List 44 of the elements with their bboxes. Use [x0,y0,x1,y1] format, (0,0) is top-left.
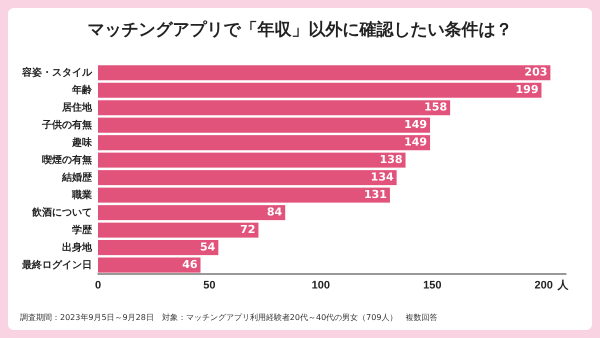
text: 調査期間：2023年9月5日～9月28日 対象：マッチングアプリ利用経験者20代～40代の男女（709人） 複数回答 [20,312,438,323]
x-axis-title: 人 [556,278,570,292]
y-tick-label: 居住地 [61,101,93,114]
data-label: 199 [516,83,538,96]
y-tick-label: 趣味 [71,136,93,148]
bar [98,240,218,256]
data-label: 149 [404,118,428,132]
x-tick-label: 50 [203,279,216,292]
chart-title: マッチングアプリで「年収」以外に確認したい条件は？ [86,19,514,41]
bar [98,205,286,220]
bar [98,222,258,238]
bar [98,258,201,273]
bar [98,188,390,203]
y-tick-label: 出身地 [62,241,93,254]
bar [98,170,397,186]
y-tick-label: 年齢 [71,84,93,96]
y-tick-label: 職業 [71,188,92,201]
bar [98,82,542,98]
data-label: 84 [266,205,283,218]
y-tick-label: 子供の有無 [41,118,92,131]
data-label: 149 [404,136,428,149]
y-tick-label: 容姿・スタイル [21,66,93,78]
y-tick-label: 飲酒について [31,206,92,218]
bar [98,152,406,168]
data-label: 158 [424,100,448,114]
bar [98,65,550,80]
data-label: 134 [370,170,394,184]
x-tick-label: 150 [423,279,442,292]
data-label: 131 [364,188,387,201]
bar [98,135,430,150]
data-label: 203 [524,66,548,79]
data-label: 54 [200,240,216,254]
bar [98,118,430,133]
y-tick-label: 喫煙の有無 [42,154,92,166]
y-tick-label: 結婚歴 [61,171,93,184]
y-tick-label: 最終ログイン日 [21,258,92,271]
data-label: 72 [240,222,256,236]
x-tick-label: 200 [534,279,553,292]
bar [98,100,450,116]
y-tick-label: 学歴 [72,224,93,236]
x-tick-label: 100 [312,279,330,292]
data-label: 138 [380,153,403,166]
x-tick-label: 0 [94,279,102,292]
data-label: 46 [182,258,198,271]
